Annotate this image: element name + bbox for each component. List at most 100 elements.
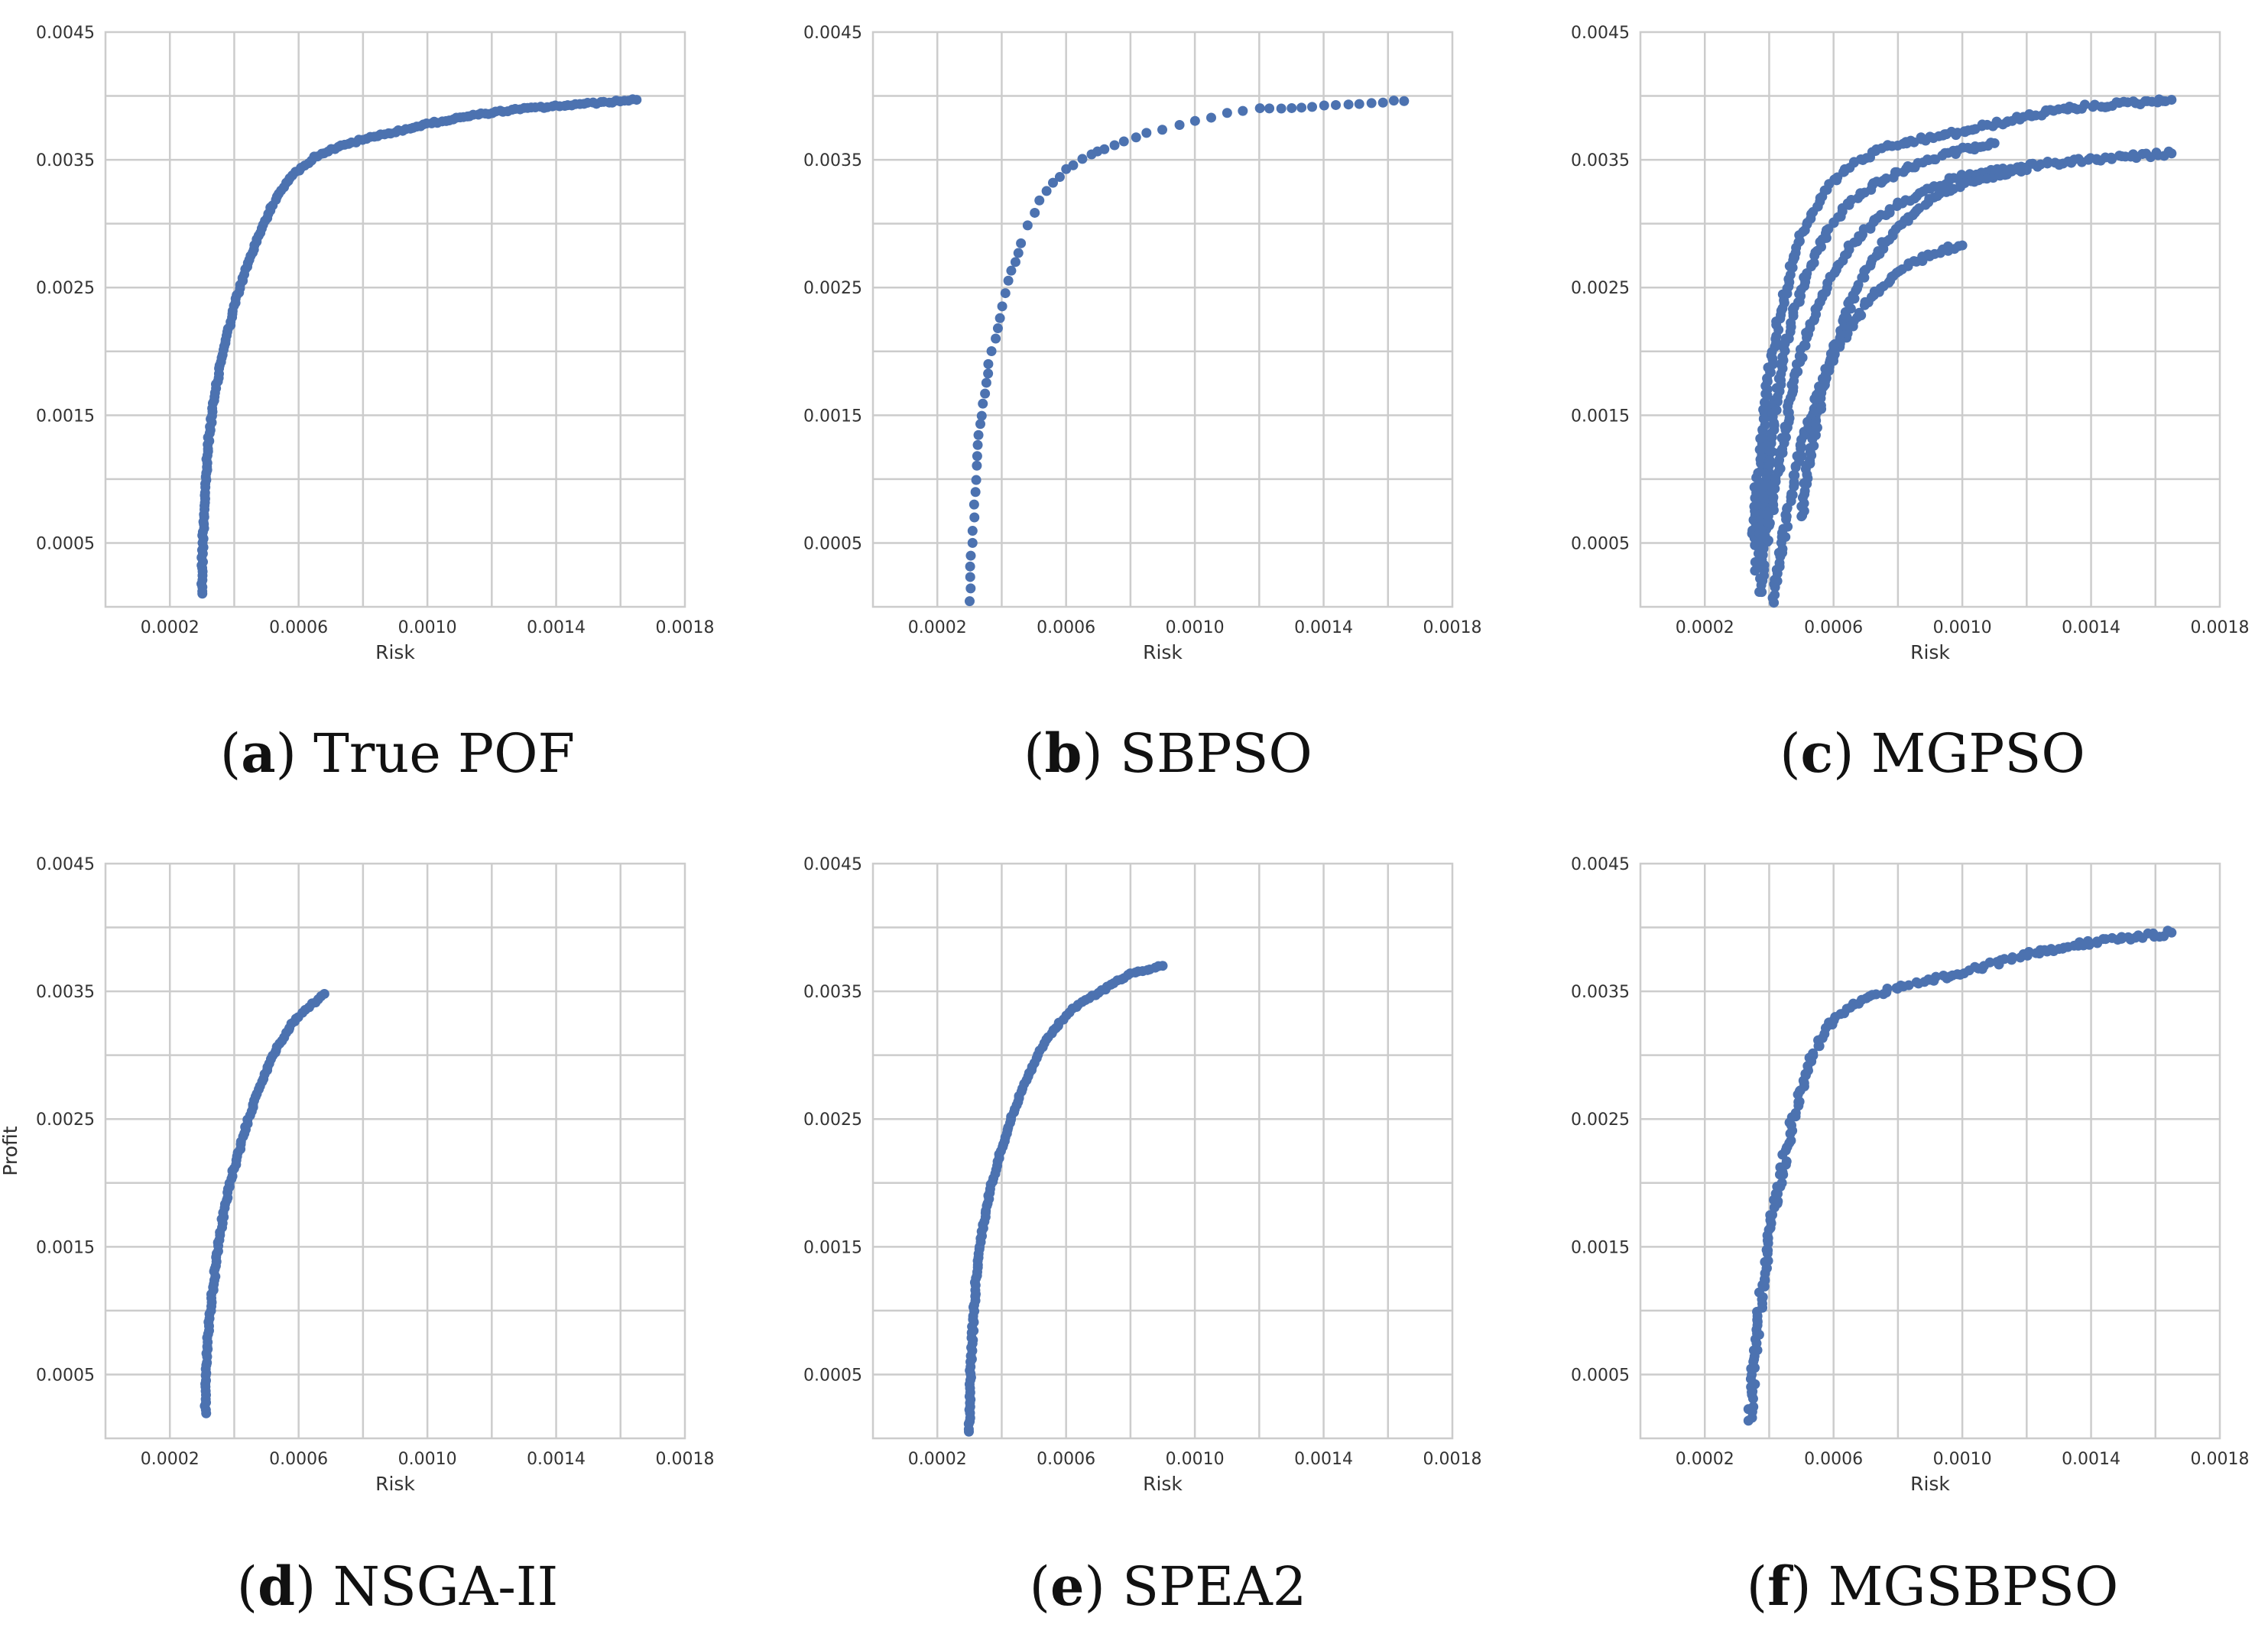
data-point (2107, 154, 2117, 164)
data-point (1077, 154, 1088, 164)
x-tick-label: 0.0002 (908, 1450, 967, 1469)
x-tick-label: 0.0002 (1676, 618, 1734, 637)
data-point (1377, 97, 1388, 108)
x-tick-label: 0.0002 (908, 618, 967, 637)
y-tick-label: 0.0025 (803, 279, 862, 298)
x-axis-label: Risk (375, 1473, 415, 1495)
data-point (1286, 102, 1297, 113)
data-point (1748, 1402, 1759, 1412)
data-point (1254, 103, 1265, 114)
data-point (2021, 164, 2032, 175)
data-point (1319, 100, 1329, 111)
x-tick-label: 0.0002 (141, 1450, 200, 1469)
y-tick-label: 0.0045 (36, 855, 95, 874)
x-tick-label: 0.0006 (1804, 1450, 1863, 1469)
data-point (1222, 108, 1232, 118)
data-point (1770, 589, 1780, 600)
data-point (1205, 112, 1216, 123)
x-tick-label: 0.0010 (1933, 1450, 1992, 1469)
x-tick-label: 0.0018 (2191, 1450, 2250, 1469)
caption-a: (a) True POF (220, 721, 575, 785)
caption-e: (e) SPEA2 (1030, 1555, 1307, 1618)
caption-c: (c) MGPSO (1780, 721, 2085, 785)
y-tick-label: 0.0035 (1571, 151, 1630, 170)
data-point (1157, 125, 1168, 135)
data-point (1854, 307, 1864, 318)
data-point (991, 333, 1001, 344)
y-tick-label: 0.0015 (36, 407, 95, 426)
y-tick-label: 0.0005 (1571, 534, 1630, 553)
data-point (1796, 451, 1807, 462)
data-point (1099, 144, 1110, 154)
y-tick-label: 0.0015 (803, 407, 862, 426)
data-point (1999, 954, 2010, 965)
data-point (2079, 99, 2090, 110)
data-point (1984, 957, 1995, 968)
panel-c-mgpso: (c) MGPSO 0.0002 0.0006 0.0010 0.0014 0.0018… (1571, 24, 2249, 785)
data-point (631, 95, 642, 105)
series-2 (1750, 138, 2000, 576)
grid (105, 32, 685, 607)
data-point (1331, 99, 1342, 110)
plot-area (871, 31, 1454, 608)
data-point (1903, 980, 1914, 990)
data-point (1343, 99, 1354, 110)
y-tick-label: 0.0005 (36, 534, 95, 553)
data-point (1789, 470, 1800, 481)
data-point (1013, 248, 1024, 258)
data-point (1276, 103, 1286, 114)
panel-d-nsga-ii: (d) NSGA-II 0.0002 0.0006 0.0010 0.0014 0.00… (0, 855, 714, 1618)
y-tick-label: 0.0025 (36, 1110, 95, 1130)
data-point (965, 572, 975, 582)
grid (1640, 32, 2220, 607)
caption-f: (f) MGSBPSO (1747, 1555, 2118, 1618)
data-point (967, 526, 978, 537)
data-point (1000, 288, 1011, 299)
x-tick-label: 0.0018 (1423, 618, 1482, 637)
plot-area (1639, 31, 2221, 608)
x-tick-label: 0.0014 (527, 618, 586, 637)
data-point (975, 419, 986, 430)
y-tick-label: 0.0035 (803, 983, 862, 1002)
y-tick-label: 0.0025 (1571, 1110, 1630, 1130)
grid (873, 32, 1452, 607)
data-point (1989, 138, 2000, 148)
y-tick-label: 0.0025 (36, 279, 95, 298)
data-point (1780, 432, 1791, 443)
x-tick-label: 0.0006 (1037, 1450, 1095, 1469)
data-point (2084, 939, 2094, 950)
data-point (1109, 140, 1120, 151)
data-point (1238, 105, 1248, 116)
data-point (1174, 120, 1185, 131)
y-tick-label: 0.0045 (803, 855, 862, 874)
x-tick-label: 0.0014 (2062, 1450, 2120, 1469)
x-tick-label: 0.0010 (398, 1450, 457, 1469)
data-point (972, 460, 982, 471)
data-point (994, 313, 1005, 323)
data-point (972, 439, 983, 450)
y-tick-label: 0.0045 (1571, 24, 1630, 43)
x-tick-label: 0.0018 (656, 618, 715, 637)
data-point (1757, 587, 1767, 598)
data-point (965, 550, 976, 561)
data-point (1016, 238, 1027, 248)
data-point (981, 378, 991, 388)
x-tick-label: 0.0010 (1166, 618, 1225, 637)
data-point (1388, 96, 1399, 106)
y-tick-label: 0.0045 (36, 24, 95, 43)
data-point (1808, 1048, 1819, 1059)
data-point (1264, 103, 1275, 114)
x-tick-label: 0.0006 (1804, 618, 1863, 637)
y-tick-label: 0.0005 (36, 1366, 95, 1385)
data-point (1957, 240, 1968, 251)
data-point (978, 398, 988, 409)
x-tick-label: 0.0002 (141, 618, 200, 637)
data-point (1399, 96, 1410, 106)
data-point (992, 323, 1003, 334)
data-point (2166, 148, 2177, 159)
y-tick-label: 0.0035 (36, 151, 95, 170)
y-tick-label: 0.0005 (1571, 1366, 1630, 1385)
data-point (1047, 177, 1058, 188)
data-point (969, 499, 979, 510)
x-axis-label: Risk (1143, 641, 1183, 663)
